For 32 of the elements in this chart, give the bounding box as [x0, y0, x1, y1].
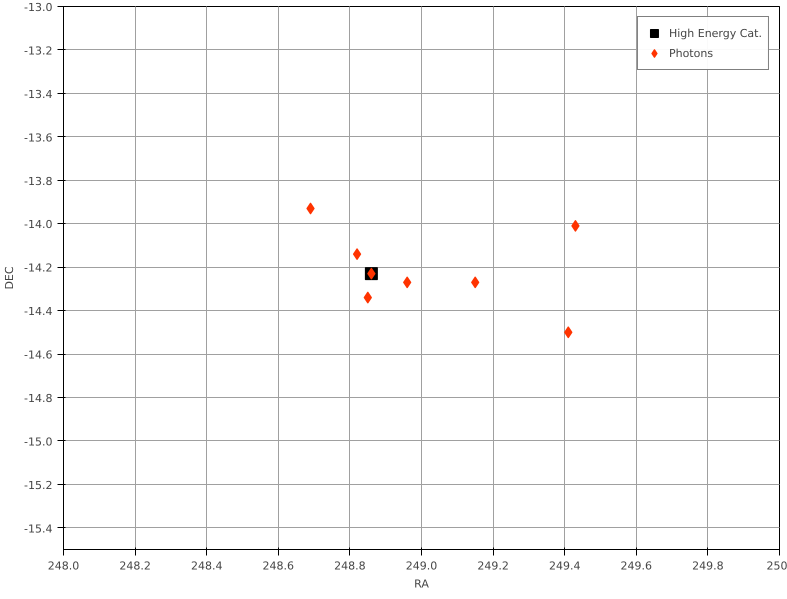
legend-label: High Energy Cat.: [668, 26, 762, 40]
point: [306, 202, 315, 214]
y-tick-label: -14.2: [24, 262, 53, 275]
y-tick-label: -13.0: [24, 1, 53, 14]
x-tick-label: 248.6: [262, 560, 294, 572]
x-tick-label: 249.2: [477, 560, 509, 572]
y-tick-label: -15.0: [24, 435, 53, 448]
x-tick-label: 248.0: [48, 560, 80, 572]
point: [352, 248, 362, 260]
y-tick-label: -14.6: [24, 348, 53, 362]
y-tick-label: -15.2: [24, 478, 53, 492]
y-tick-label: -13.8: [24, 174, 53, 188]
y-tick-label: -13.2: [24, 44, 53, 58]
point: [367, 268, 376, 280]
y-tick-label: -15.4: [24, 522, 53, 536]
y-tick-label: -13.6: [24, 131, 53, 144]
y-axis-title: DEC: [3, 266, 16, 290]
x-tick-label: 249.4: [548, 560, 580, 572]
legend-label: Photons: [668, 46, 714, 60]
y-tick-label: -13.4: [24, 88, 53, 101]
y-tick-label: -14.8: [24, 392, 53, 405]
x-tick-label: 248.8: [334, 560, 366, 572]
x-axis-title: RA: [414, 578, 430, 590]
y-tick-label: -14.0: [24, 218, 53, 232]
point: [571, 220, 580, 232]
x-tick-label: 250: [766, 560, 787, 572]
y-tick-label: -14.4: [24, 305, 53, 318]
x-tick-label: 248.4: [190, 560, 222, 572]
x-tick-label: 248.2: [119, 560, 151, 572]
x-tick-label: 249.8: [692, 560, 724, 572]
x-tick-label: 249.6: [620, 560, 652, 572]
x-tick-label: 249.0: [406, 560, 438, 572]
